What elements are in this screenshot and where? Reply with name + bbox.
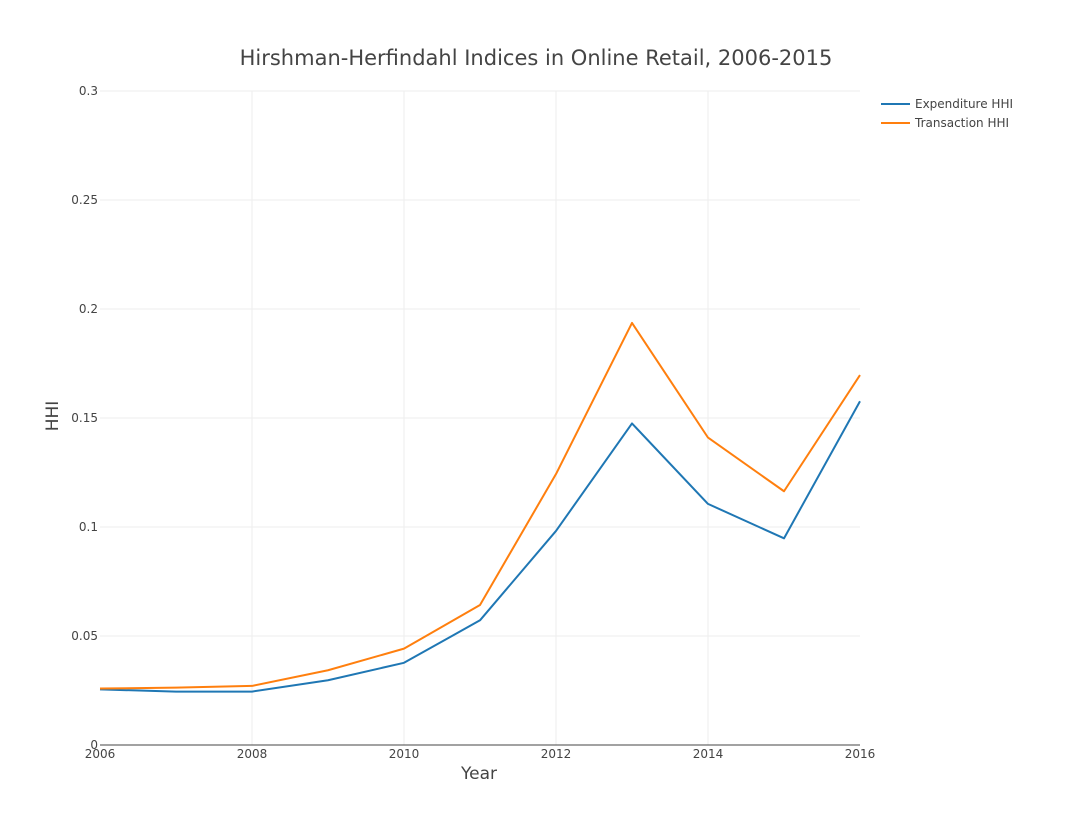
y-tick-label: 0.3 [79, 84, 98, 98]
legend[interactable]: Expenditure HHI Transaction HHI [881, 97, 1013, 130]
y-tick-label: 0.2 [79, 302, 98, 316]
y-axis-title: HHI [43, 401, 63, 432]
x-tick-label: 2006 [85, 747, 116, 761]
y-tick-label: 0.1 [79, 520, 98, 534]
x-axis-title: Year [460, 764, 497, 784]
y-tick-label: 0.15 [71, 411, 98, 425]
legend-label: Transaction HHI [914, 116, 1009, 130]
y-tick-label: 0.25 [71, 193, 98, 207]
chart-title: Hirshman-Herfindahl Indices in Online Re… [240, 46, 833, 70]
gridlines [100, 90, 860, 745]
y-tick-label: 0.05 [71, 629, 98, 643]
x-tick-label: 2016 [845, 747, 876, 761]
legend-item-transaction-hhi[interactable]: Transaction HHI [881, 116, 1009, 130]
x-tick-label: 2012 [541, 747, 572, 761]
legend-item-expenditure-hhi[interactable]: Expenditure HHI [881, 97, 1013, 111]
axes: 2006 2008 2010 2012 2014 2016 0 0.05 0.1 0.15 0.2 0… [71, 84, 875, 761]
series-line-transaction-hhi [99, 321, 861, 690]
x-tick-label: 2008 [237, 747, 268, 761]
x-tick-label: 2010 [389, 747, 420, 761]
legend-label: Expenditure HHI [915, 97, 1013, 111]
series-lines [99, 321, 861, 693]
x-tick-label: 2014 [693, 747, 724, 761]
series-line-expenditure-hhi [99, 400, 861, 693]
y-tick-label: 0 [90, 738, 98, 752]
